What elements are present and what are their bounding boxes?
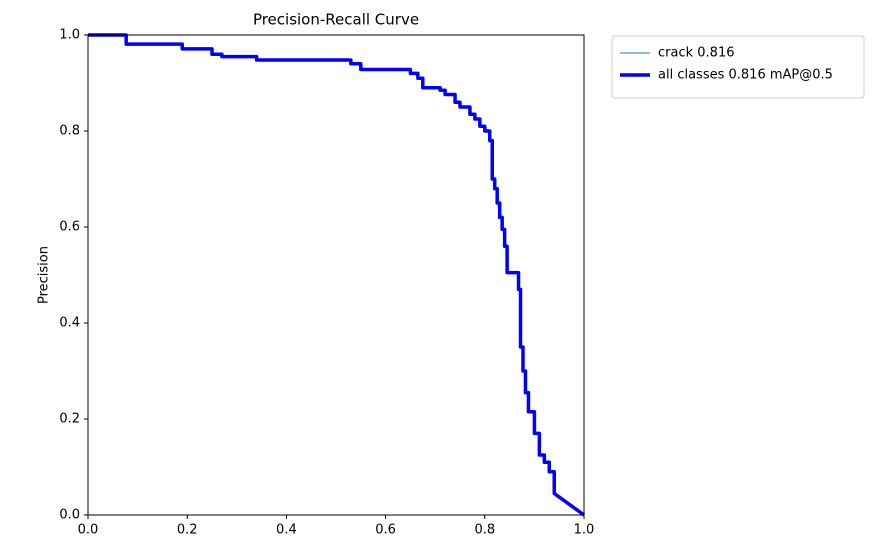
y-tick-label: 0.6 <box>59 220 80 235</box>
x-tick-label: 0.4 <box>276 523 297 538</box>
y-tick-label: 1.0 <box>59 28 80 43</box>
x-tick-label: 0.6 <box>375 523 396 538</box>
x-tick-label: 1.0 <box>574 523 595 538</box>
x-tick-label: 0.8 <box>474 523 495 538</box>
y-tick-label: 0.4 <box>59 316 80 331</box>
x-tick-label: 0.0 <box>78 523 99 538</box>
legend-label: crack 0.816 <box>658 46 734 61</box>
legend-label: all classes 0.816 mAP@0.5 <box>658 68 833 83</box>
series-line <box>88 34 585 516</box>
legend-box <box>611 35 865 99</box>
y-tick-label: 0.8 <box>59 124 80 139</box>
x-tick-label: 0.2 <box>177 523 198 538</box>
y-axis-label: Precision <box>37 246 52 304</box>
plot-frame <box>87 34 585 516</box>
y-tick-label: 0.2 <box>59 412 80 427</box>
series-line <box>88 33 586 517</box>
y-tick-label: 0.0 <box>59 508 80 523</box>
chart-title: Precision-Recall Curve <box>253 11 419 29</box>
